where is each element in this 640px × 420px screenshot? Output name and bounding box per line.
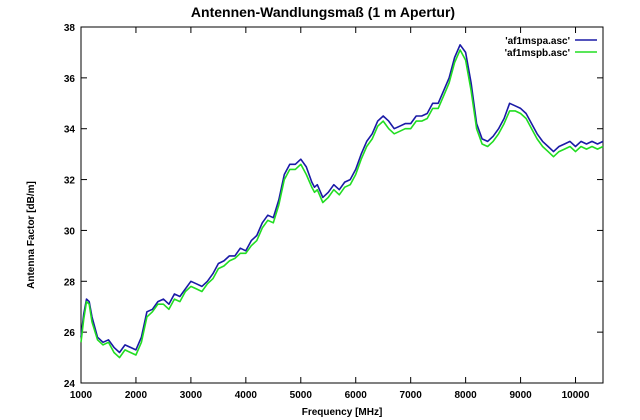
legend-label-2: 'af1mspb.asc' [505, 48, 570, 59]
series-layer [80, 43, 604, 359]
ticks-layer: 1000 2000 3000 4000 5000 6000 7000 8000 9000 1000… [64, 23, 603, 401]
y-tick-label: 26 [64, 328, 76, 339]
series-line-1 [80, 43, 604, 354]
x-tick-label: 1000 [70, 390, 93, 401]
plot-frame [80, 26, 604, 384]
legend: 'af1mspa.asc''af1mspb.asc' [505, 36, 597, 59]
y-tick-label: 28 [64, 277, 76, 288]
x-tick-label: 2000 [125, 390, 148, 401]
y-tick-label: 32 [64, 176, 76, 187]
y-tick-label: 38 [64, 23, 76, 34]
x-tick-label: 9000 [509, 390, 532, 401]
y-tick-label: 30 [64, 226, 76, 237]
x-tick-label: 3000 [180, 390, 203, 401]
chart-title: Antennen-Wandlungsmaß (1 m Apertur) [191, 4, 455, 20]
x-axis-label: Frequency [MHz] [302, 407, 383, 418]
x-tick-label: 7000 [400, 390, 423, 401]
legend-label-1: 'af1mspa.asc' [505, 36, 570, 47]
y-tick-label: 36 [64, 74, 76, 85]
y-axis-label: Antenna Factor [dB/m] [26, 181, 37, 289]
x-tick-label: 10000 [562, 390, 590, 401]
y-tick-label: 24 [64, 379, 76, 390]
series-line-2 [80, 49, 604, 359]
x-tick-label: 6000 [345, 390, 368, 401]
x-tick-label: 8000 [455, 390, 478, 401]
y-tick-label: 34 [64, 125, 76, 136]
x-tick-label: 5000 [290, 390, 313, 401]
x-tick-label: 4000 [235, 390, 258, 401]
